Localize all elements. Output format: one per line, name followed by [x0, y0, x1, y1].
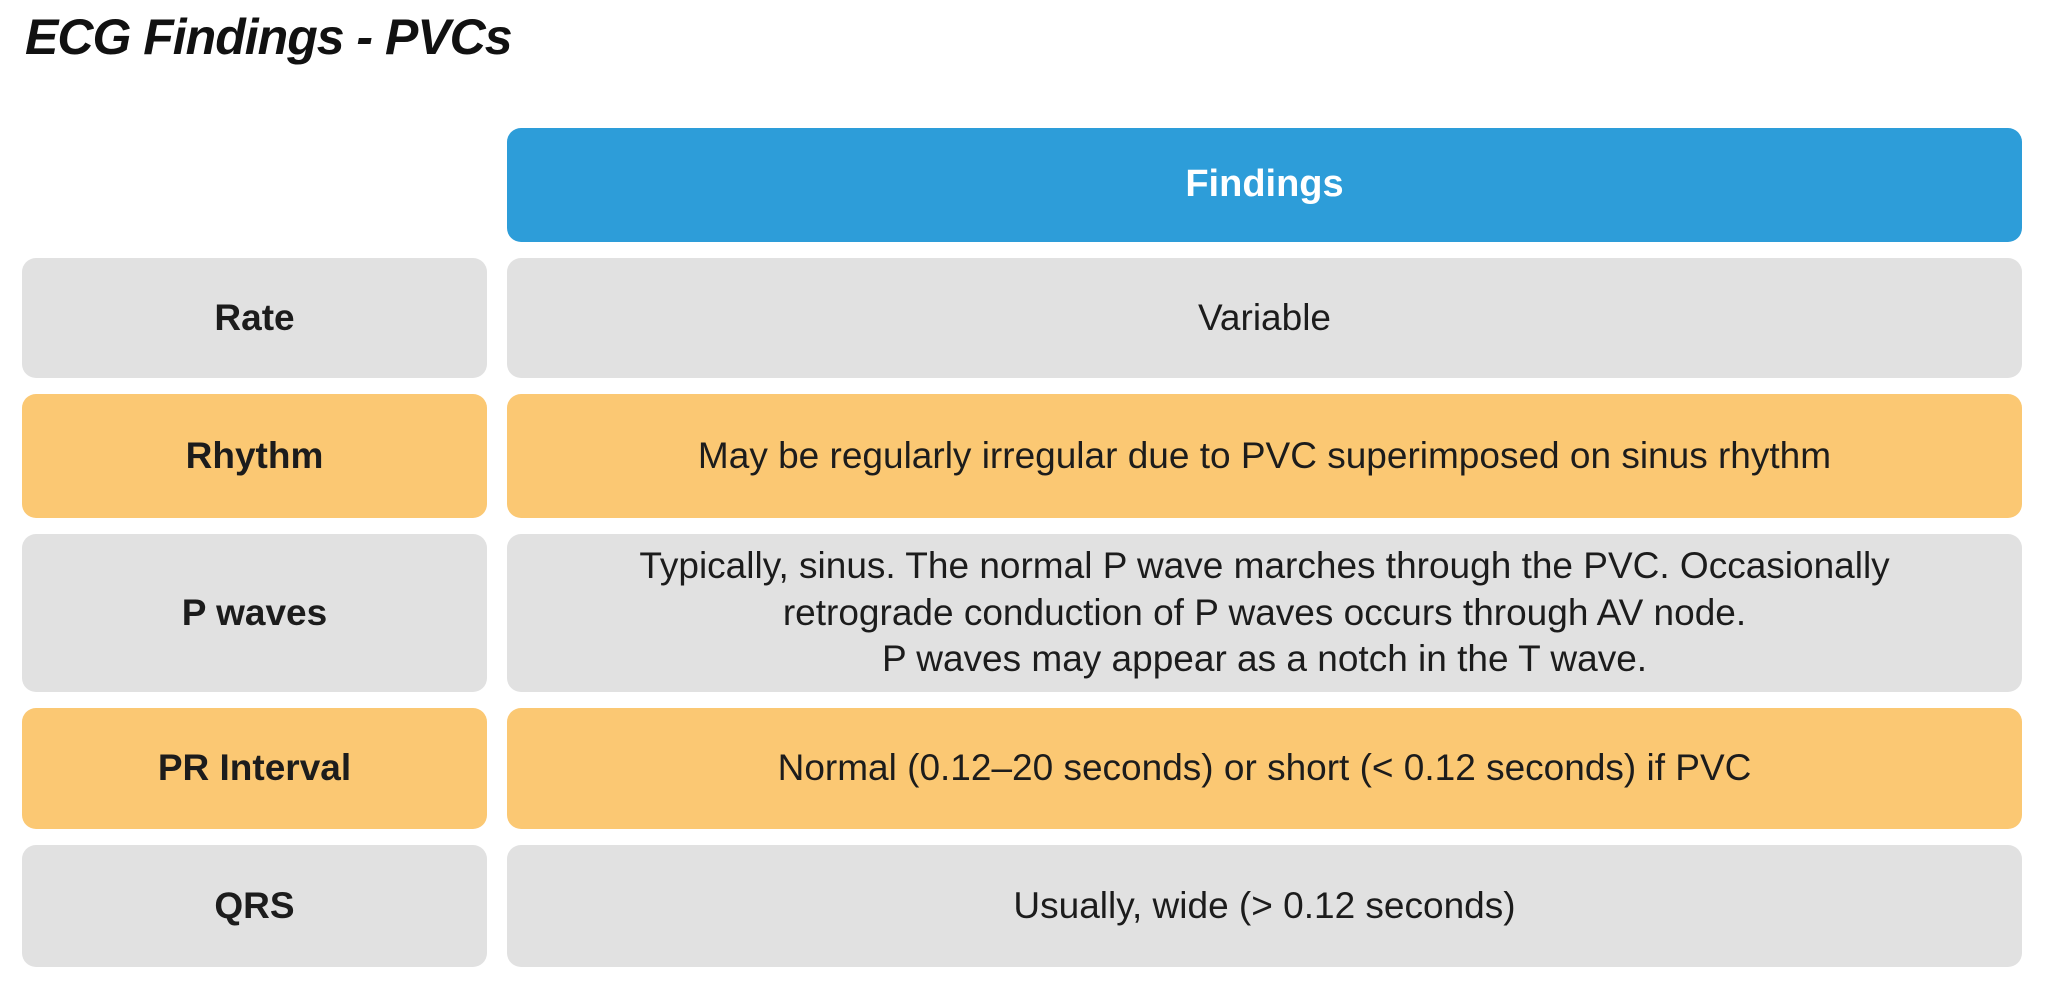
row-label-pr-interval: PR Interval	[22, 708, 487, 829]
findings-column-header: Findings	[507, 128, 2022, 242]
header-spacer-cell	[22, 128, 487, 242]
page-title: ECG Findings - PVCs	[25, 9, 513, 65]
row-finding-p-waves: Typically, sinus. The normal P wave marc…	[507, 534, 2022, 692]
row-label-rate: Rate	[22, 258, 487, 378]
row-finding-qrs: Usually, wide (> 0.12 seconds)	[507, 845, 2022, 967]
row-label-rhythm: Rhythm	[22, 394, 487, 518]
row-label-p-waves: P waves	[22, 534, 487, 692]
row-finding-rhythm: May be regularly irregular due to PVC su…	[507, 394, 2022, 518]
findings-table: Findings Rate Variable Rhythm May be reg…	[22, 128, 2022, 967]
row-finding-rate: Variable	[507, 258, 2022, 378]
row-label-qrs: QRS	[22, 845, 487, 967]
row-finding-pr-interval: Normal (0.12–20 seconds) or short (< 0.1…	[507, 708, 2022, 829]
